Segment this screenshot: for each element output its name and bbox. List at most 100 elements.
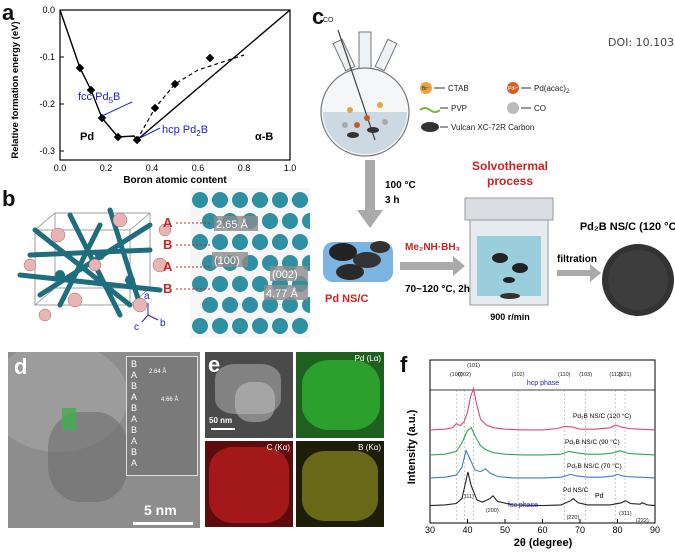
axis-b-label: b [160, 318, 166, 329]
panel-a-hcp-arrow [139, 127, 161, 139]
svg-text:0.0: 0.0 [42, 5, 55, 15]
atom [282, 297, 298, 313]
svg-text:Pd²⁺: Pd²⁺ [508, 86, 519, 92]
fcc-ref-label-2: (220) [566, 515, 579, 521]
xrd-series-label-3: Pd NS/C [563, 487, 589, 494]
step1-temp: 100 °C [385, 180, 416, 191]
doi-text: DOI: 10.103 [608, 36, 675, 49]
panel-b-atomic-projection: A B A B 2.65 Å (100) (002) 4.77 Å [163, 188, 310, 338]
panel-b-plane100: (100) [214, 255, 240, 267]
hcp-ref-label-6: (112) [609, 372, 622, 378]
panel-e-haadf-image: 50 nm [205, 352, 293, 438]
fcc-phase-label: fcc phase [508, 502, 538, 509]
svg-text:-0.3: -0.3 [39, 146, 55, 156]
autoclave-vessel-icon [464, 197, 554, 306]
panel-label-e: e [208, 352, 221, 377]
atom [192, 318, 208, 334]
atom [292, 234, 308, 250]
xtick-label-3: 60 [537, 525, 547, 535]
atom [232, 318, 248, 334]
panel-c-synthesis-scheme: CO Br⁻ CTAB Pd²⁺ Pd(acac)2 PVP CO Vulcan… [320, 17, 675, 322]
inset-dim1: 2.64 Å [149, 369, 167, 375]
xrd-line-1 [429, 426, 656, 456]
panel-a-xticks: 0.0 0.2 0.4 0.6 0.8 1.0 [54, 163, 297, 173]
panel-b-layer-labels: A B A B [163, 215, 173, 296]
panel-b-dim1: 2.65 Å [216, 218, 248, 231]
fcc-ref-label-1: (200) [486, 508, 499, 514]
atom [302, 213, 310, 229]
pd-nsc-label: Pd NS/C [325, 293, 368, 305]
atom [212, 318, 228, 334]
hcp-ref-label-1: (002) [458, 372, 471, 378]
atom [252, 318, 268, 334]
panel-a-xlabel: Boron atomic content [123, 175, 227, 185]
panel-b-crystal-structure: a b c [17, 207, 172, 333]
scale-label: 5 nm [144, 502, 177, 518]
atom [262, 213, 278, 229]
panel-a-points [75, 53, 215, 145]
svg-text:0.2: 0.2 [100, 163, 113, 173]
atom [232, 192, 248, 208]
svg-text:-0.1: -0.1 [39, 52, 55, 62]
atom [292, 192, 308, 208]
inset-dim2: 4.66 Å [161, 397, 179, 403]
svg-text:CTAB: CTAB [448, 84, 469, 93]
atom [192, 276, 208, 292]
svg-text:-0.2: -0.2 [39, 99, 55, 109]
xrd-xticks: 30 40 50 60 70 80 90 [425, 519, 660, 535]
xrd-ylabel: Intensity (a.u.) [406, 409, 418, 484]
hcp-ref-label-0: (100) [450, 372, 463, 378]
atom [292, 318, 308, 334]
fcc-ref-label-0: (111) [462, 494, 474, 500]
panel-a-dashed-line [136, 54, 245, 141]
svg-text:1.0: 1.0 [284, 163, 297, 173]
panel-a-fcc-arrow [101, 101, 133, 117]
panel-b-plane002: (002) [272, 269, 298, 281]
axis-c-label: c [134, 322, 139, 333]
filtration-label: filtration [557, 254, 597, 265]
atom [302, 297, 310, 313]
hcp-reference-lines: (100)(002) (101) (102) (110) (103) (112)(021) [450, 363, 632, 523]
xtick-label-4: 70 [575, 525, 585, 535]
xtick-label-1: 40 [462, 525, 472, 535]
xrd-series-label-2: Pd₂B NS/C (70 °C) [567, 462, 622, 470]
panel-a-frame [59, 9, 291, 161]
panel-a-yticks: 0.0 -0.1 -0.2 -0.3 [39, 5, 64, 156]
xrd-series-labels: Pd₂B NS/C (120 °C) Pd₂B NS/C (90 °C) Pd₂B … [563, 412, 631, 494]
xrd-series-label-1: Pd₂B NS/C (90 °C) [565, 438, 620, 446]
atom [212, 234, 228, 250]
svg-text:PVP: PVP [451, 104, 467, 113]
panel-c-legend: Br⁻ CTAB Pd²⁺ Pd(acac)2 PVP CO Vulcan XC… [419, 82, 570, 132]
hcp-phase-label: hcp phase [527, 380, 559, 387]
pd-map-label: Pd (Lα) [354, 354, 381, 363]
panel-label-d: d [14, 354, 28, 379]
pd-label: Pd [595, 493, 604, 500]
c-map-label: C (Kα) [266, 443, 290, 452]
panel-a-hull-line [59, 9, 291, 142]
xrd-series [429, 386, 656, 507]
svg-text:B: B [163, 281, 172, 296]
svg-text:0.0: 0.0 [54, 163, 67, 173]
panel-b-dim2: 4.77 Å [266, 287, 298, 300]
hcp-ref-label-5: (103) [579, 372, 592, 378]
svg-text:B: B [163, 237, 172, 252]
svg-text:0.6: 0.6 [192, 163, 205, 173]
reagent-label: Me₂NH·BH₃ [405, 242, 461, 253]
step1-time: 3 h [385, 195, 399, 206]
atom [202, 297, 218, 313]
atom [212, 276, 228, 292]
svg-text:Br⁻: Br⁻ [422, 86, 430, 92]
atom [272, 192, 288, 208]
axis-a-label: a [144, 291, 150, 302]
round-bottom-flask-icon [320, 29, 410, 157]
svg-text:0.8: 0.8 [238, 163, 251, 173]
atom [212, 192, 228, 208]
panel-label-f: f [400, 352, 408, 377]
solvothermal-title2: process [487, 174, 533, 188]
atom [232, 234, 248, 250]
xtick-label-2: 50 [500, 525, 510, 535]
atom [252, 234, 268, 250]
panel-a-fcc-label: fcc Pd5B [78, 91, 120, 105]
